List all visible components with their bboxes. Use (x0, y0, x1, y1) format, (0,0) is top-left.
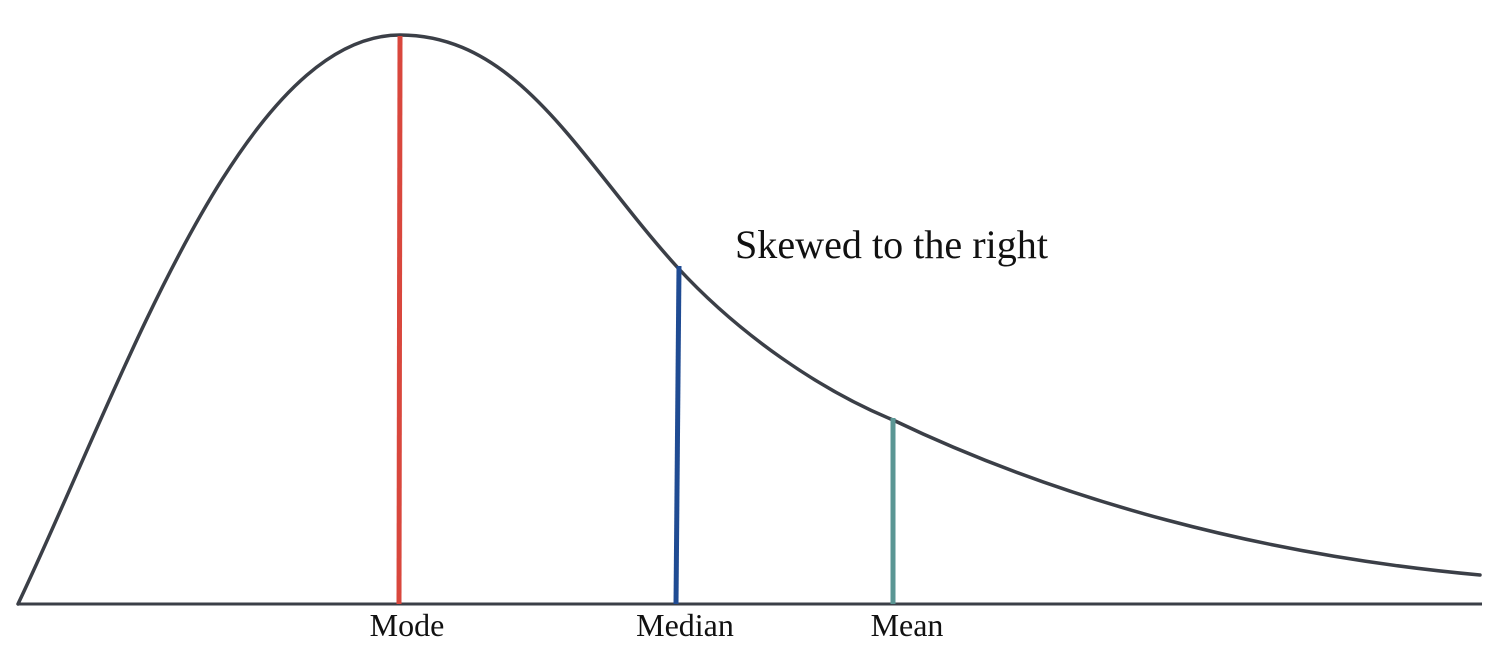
mode-line (396, 35, 403, 605)
median-label: Median (636, 607, 734, 643)
mode-label: Mode (370, 607, 445, 643)
skew-annotation: Skewed to the right (735, 222, 1048, 267)
mean-label: Mean (871, 607, 944, 643)
median-line (673, 265, 682, 605)
distribution-curve (16, 33, 1482, 606)
